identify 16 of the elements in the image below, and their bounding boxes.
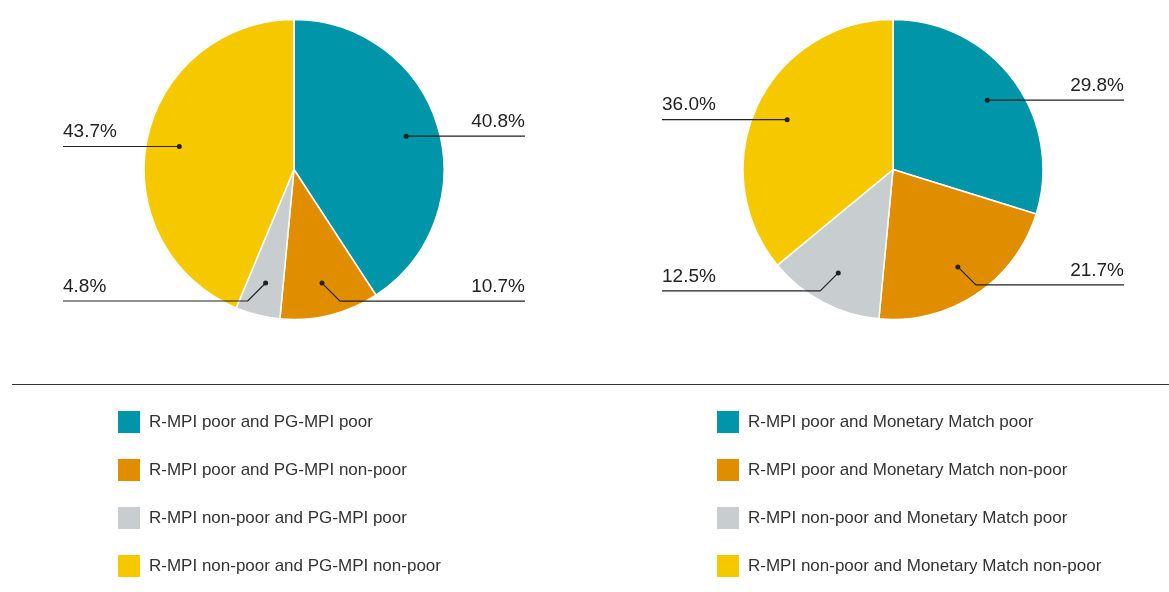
data-label: 10.7% <box>471 274 526 296</box>
legend-label: R-MPI poor and PG-MPI non-poor <box>149 460 407 480</box>
data-label: 21.7% <box>1070 258 1125 280</box>
legend-label: R-MPI non-poor and Monetary Match non-poor <box>748 556 1102 576</box>
legend-label: R-MPI poor and Monetary Match poor <box>748 412 1034 432</box>
data-label: 43.7% <box>63 120 117 142</box>
data-label: 12.5% <box>662 264 716 286</box>
legend-label: R-MPI non-poor and Monetary Match poor <box>748 508 1068 528</box>
data-label: 36.0% <box>662 93 716 115</box>
legend-label: R-MPI poor and PG-MPI poor <box>149 412 373 432</box>
legend-label: R-MPI poor and Monetary Match non-poor <box>748 460 1068 480</box>
data-label: 4.8% <box>63 274 107 296</box>
data-label: 40.8% <box>471 109 526 131</box>
data-label: 29.8% <box>1070 73 1125 95</box>
legend-label: R-MPI non-poor and PG-MPI poor <box>149 508 407 528</box>
legend-label: R-MPI non-poor and PG-MPI non-poor <box>149 556 441 576</box>
